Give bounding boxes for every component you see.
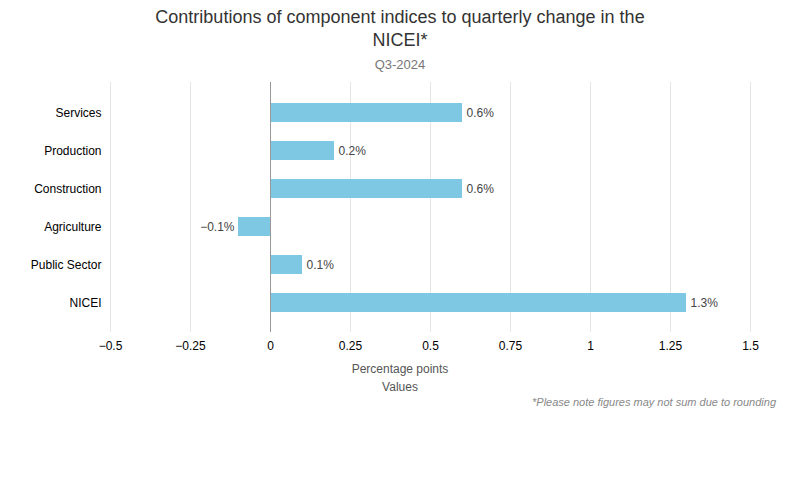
svg-text:0.1%: 0.1% xyxy=(307,258,335,272)
html-text:Q3-2024: Q3-2024 xyxy=(374,56,426,72)
svg-text:−0.25: −0.25 xyxy=(175,339,206,353)
html-text:Contributions of component ind: Contributions of component indices to qu… xyxy=(155,7,645,51)
svg-text:Public Sector: Public Sector xyxy=(31,258,102,272)
svg-text:0.6%: 0.6% xyxy=(467,182,495,196)
svg-text:0.2%: 0.2% xyxy=(339,144,367,158)
svg-text:Construction: Construction xyxy=(34,182,101,196)
svg-text:1.3%: 1.3% xyxy=(691,296,719,310)
html-text:Values: Values xyxy=(382,379,418,394)
svg-text:Agriculture: Agriculture xyxy=(44,220,102,234)
svg-text:−0.1%: −0.1% xyxy=(200,220,235,234)
svg-text:0.6%: 0.6% xyxy=(467,106,495,120)
svg-text:0.5: 0.5 xyxy=(422,339,439,353)
svg-text:Services: Services xyxy=(55,106,101,120)
svg-text:0: 0 xyxy=(267,339,274,353)
svg-text:0.25: 0.25 xyxy=(339,339,363,353)
svg-text:NICEI: NICEI xyxy=(69,296,101,310)
html-text:*Please note figures may not s: *Please note figures may not sum due to … xyxy=(532,395,776,408)
svg-text:1.5: 1.5 xyxy=(742,339,759,353)
svg-text:Production: Production xyxy=(44,144,101,158)
svg-text:1.25: 1.25 xyxy=(659,339,683,353)
svg-text:1: 1 xyxy=(587,339,594,353)
svg-text:−0.5: −0.5 xyxy=(99,339,123,353)
html-text:Percentage points: Percentage points xyxy=(351,361,449,376)
svg-text:0.75: 0.75 xyxy=(499,339,523,353)
